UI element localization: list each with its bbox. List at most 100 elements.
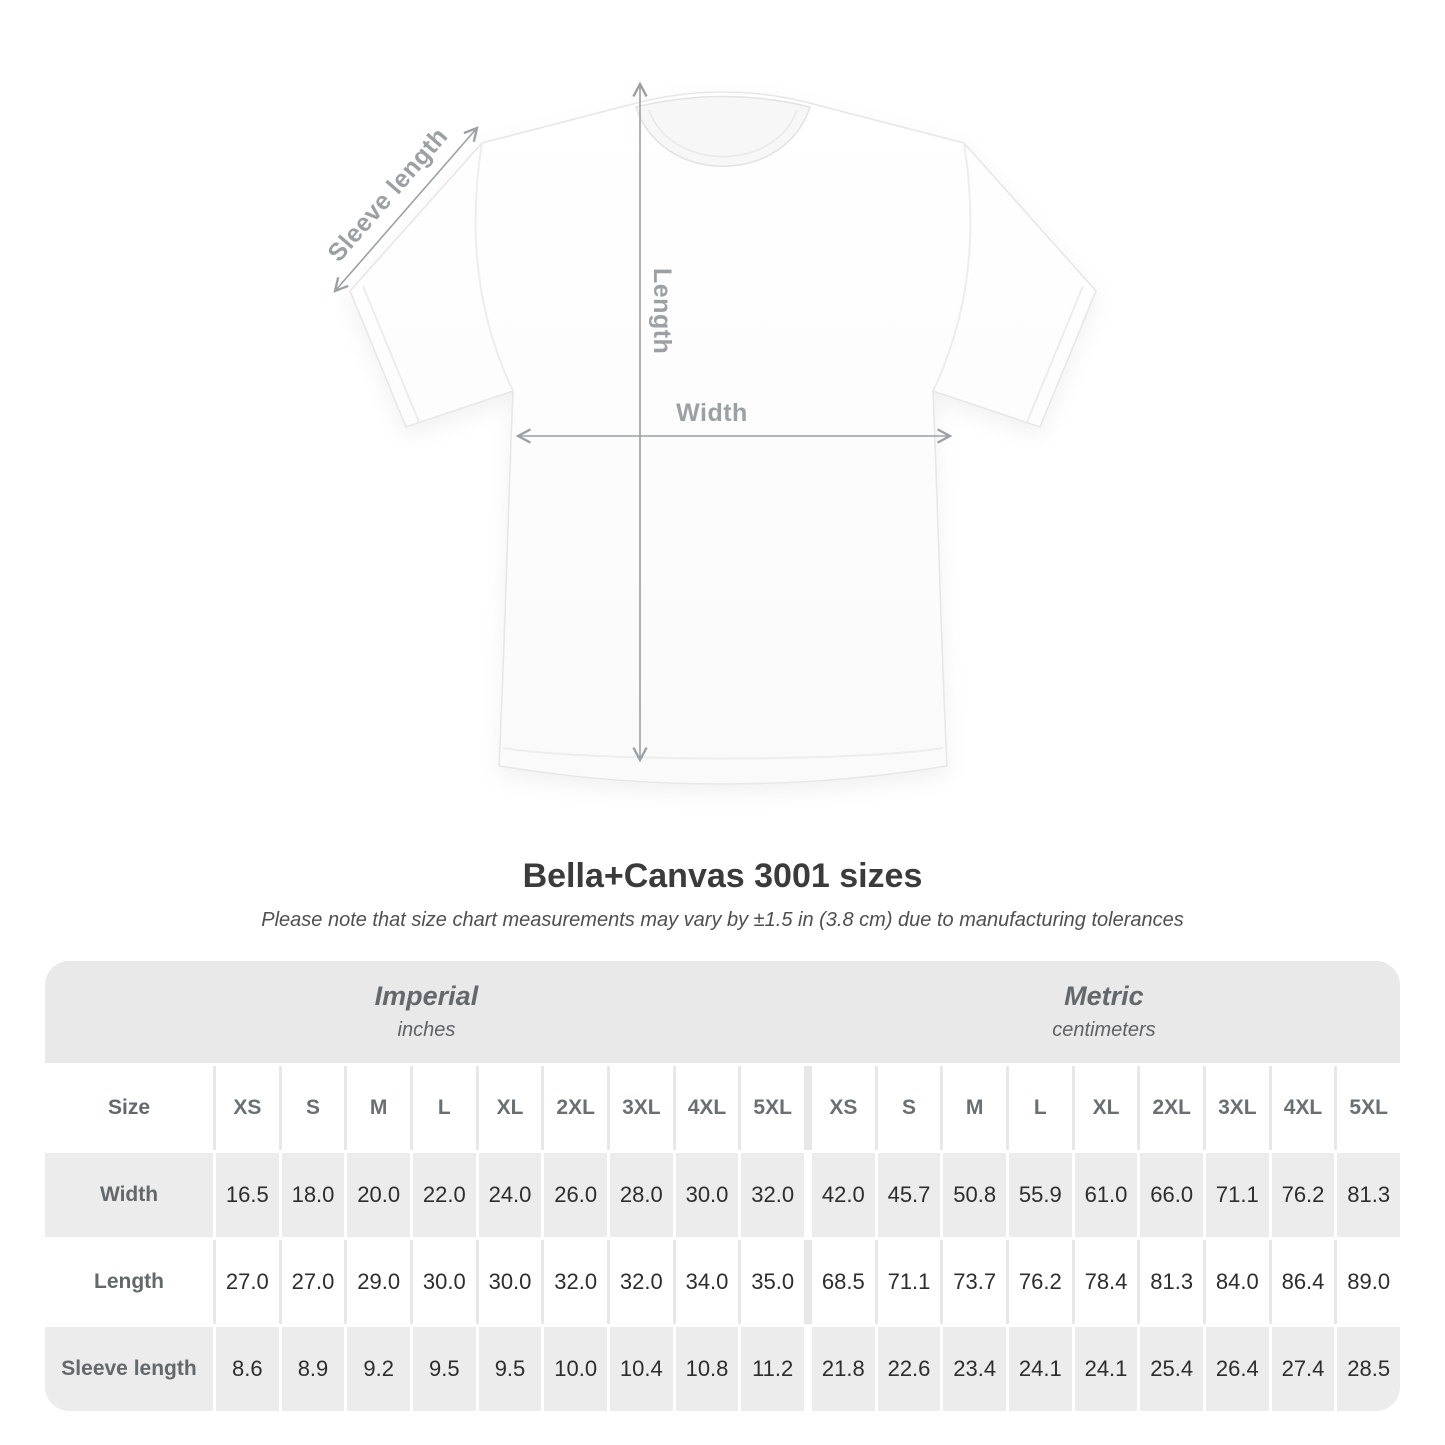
- size-header: XS: [216, 1065, 279, 1150]
- value-cell: 42.0: [812, 1152, 875, 1237]
- value-cell: 22.0: [413, 1152, 476, 1237]
- value-cell: 78.4: [1074, 1239, 1138, 1324]
- unit-divider: [807, 1065, 809, 1150]
- imperial-title: Imperial: [374, 981, 479, 1012]
- value-cell: 23.4: [943, 1326, 1006, 1411]
- value-cell: 16.5: [216, 1152, 279, 1237]
- value-cell: 32.0: [610, 1239, 673, 1324]
- page-subtitle: Please note that size chart measurements…: [261, 908, 1184, 931]
- value-cell: 81.3: [1337, 1152, 1400, 1237]
- value-cell: 20.0: [347, 1152, 410, 1237]
- value-cell: 21.8: [812, 1326, 875, 1411]
- value-cell: 30.0: [675, 1152, 739, 1237]
- value-cell: 71.1: [877, 1239, 941, 1324]
- size-header: XS: [812, 1065, 875, 1150]
- value-cell: 34.0: [675, 1239, 739, 1324]
- value-cell: 50.8: [943, 1152, 1006, 1237]
- value-cell: 10.0: [544, 1326, 607, 1411]
- value-cell: 27.0: [216, 1239, 279, 1324]
- value-cell: 27.4: [1271, 1326, 1335, 1411]
- value-cell: 81.3: [1140, 1239, 1203, 1324]
- size-header: XL: [478, 1065, 542, 1150]
- size-header: M: [943, 1065, 1006, 1150]
- value-cell: 32.0: [741, 1152, 804, 1237]
- value-cell: 30.0: [413, 1239, 476, 1324]
- tshirt-body: [349, 91, 1097, 785]
- tshirt-measurement-diagram: Sleeve length Length Width: [322, 0, 1097, 785]
- size-header: S: [877, 1065, 941, 1150]
- value-cell: 24.0: [478, 1152, 542, 1237]
- size-header: L: [1009, 1065, 1072, 1150]
- value-cell: 68.5: [812, 1239, 875, 1324]
- value-cell: 8.9: [281, 1326, 345, 1411]
- value-cell: 73.7: [943, 1239, 1006, 1324]
- metric-unit: centimeters: [1052, 1019, 1156, 1042]
- size-header: S: [281, 1065, 345, 1150]
- value-cell: 10.8: [675, 1326, 739, 1411]
- imperial-unit: inches: [397, 1019, 456, 1042]
- size-header: 5XL: [741, 1065, 804, 1150]
- value-cell: 9.5: [413, 1326, 476, 1411]
- metric-header: Metric centimeters: [808, 961, 1400, 1063]
- measurement-arrows: [335, 84, 950, 760]
- size-header: 4XL: [675, 1065, 739, 1150]
- length-label: Length: [648, 268, 676, 354]
- value-cell: 45.7: [877, 1152, 941, 1237]
- value-cell: 76.2: [1009, 1239, 1072, 1324]
- value-cell: 22.6: [877, 1326, 941, 1411]
- size-column-header: Size: [45, 1065, 213, 1150]
- table-row-width: Width 16.5 18.0 20.0 22.0 24.0 26.0 28.0…: [45, 1152, 1400, 1237]
- width-label: Width: [676, 399, 748, 427]
- value-cell: 29.0: [347, 1239, 410, 1324]
- unit-divider: [807, 1327, 809, 1411]
- value-cell: 55.9: [1009, 1152, 1072, 1237]
- value-cell: 27.0: [281, 1239, 345, 1324]
- row-label: Width: [45, 1152, 213, 1237]
- value-cell: 89.0: [1337, 1239, 1400, 1324]
- value-cell: 28.0: [610, 1152, 673, 1237]
- value-cell: 9.2: [347, 1326, 410, 1411]
- page-title: Bella+Canvas 3001 sizes: [522, 857, 923, 895]
- value-cell: 28.5: [1337, 1326, 1400, 1411]
- value-cell: 26.0: [544, 1152, 607, 1237]
- units-header-band: Imperial inches Metric centimeters: [45, 960, 1400, 1063]
- value-cell: 8.6: [216, 1326, 279, 1411]
- value-cell: 86.4: [1271, 1239, 1335, 1324]
- value-cell: 30.0: [478, 1239, 542, 1324]
- value-cell: 84.0: [1206, 1239, 1269, 1324]
- size-header: 5XL: [1337, 1065, 1400, 1150]
- value-cell: 24.1: [1074, 1326, 1138, 1411]
- value-cell: 25.4: [1140, 1326, 1203, 1411]
- tshirt-illustration: Sleeve length Length Width: [322, 0, 1097, 785]
- value-cell: 32.0: [544, 1239, 607, 1324]
- table-row-sleeve-length: Sleeve length 8.6 8.9 9.2 9.5 9.5 10.0 1…: [45, 1326, 1400, 1411]
- size-header: M: [347, 1065, 410, 1150]
- size-header: 2XL: [544, 1065, 607, 1150]
- row-label: Sleeve length: [45, 1326, 213, 1411]
- value-cell: 71.1: [1206, 1152, 1269, 1237]
- title-block: Bella+Canvas 3001 sizes Please note that…: [0, 856, 1445, 933]
- size-header: L: [413, 1065, 476, 1150]
- size-header: 3XL: [1206, 1065, 1269, 1150]
- value-cell: 26.4: [1206, 1326, 1269, 1411]
- collar: [634, 95, 812, 167]
- unit-divider: [807, 1239, 809, 1324]
- value-cell: 76.2: [1271, 1152, 1335, 1237]
- unit-divider: [807, 1153, 809, 1237]
- value-cell: 66.0: [1140, 1152, 1203, 1237]
- value-cell: 61.0: [1074, 1152, 1138, 1237]
- table-row-length: Length 27.0 27.0 29.0 30.0 30.0 32.0 32.…: [45, 1239, 1400, 1324]
- value-cell: 24.1: [1009, 1326, 1072, 1411]
- imperial-header: Imperial inches: [45, 961, 808, 1063]
- value-cell: 11.2: [741, 1326, 804, 1411]
- size-header: 4XL: [1271, 1065, 1335, 1150]
- size-header: 3XL: [610, 1065, 673, 1150]
- size-table: Imperial inches Metric centimeters Size …: [45, 960, 1400, 1411]
- size-header: XL: [1074, 1065, 1138, 1150]
- value-cell: 18.0: [281, 1152, 345, 1237]
- sleeve-arrow: [335, 128, 477, 291]
- row-label: Length: [45, 1239, 213, 1324]
- table-header-row: Size XS S M L XL 2XL 3XL 4XL 5XL XS S M …: [45, 1065, 1400, 1150]
- size-header: 2XL: [1140, 1065, 1203, 1150]
